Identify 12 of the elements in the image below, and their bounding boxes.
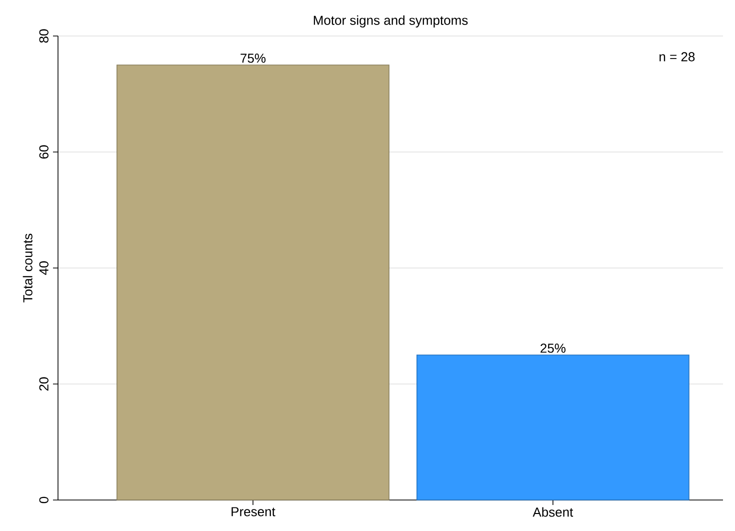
annotation: n = 28 bbox=[660, 52, 695, 62]
y-tick-label: 40 bbox=[39, 261, 48, 275]
y-axis-title: Total counts bbox=[22, 234, 32, 302]
data-label: 25% bbox=[540, 344, 566, 353]
x-tick-label: Present bbox=[232, 507, 276, 516]
y-tick-label: 20 bbox=[39, 377, 48, 391]
x-tick-label: Absent bbox=[532, 507, 574, 517]
data-label: 75% bbox=[240, 54, 266, 63]
chart-title: Motor signs and symptoms bbox=[314, 15, 468, 28]
y-tick-label: 0 bbox=[39, 496, 48, 504]
y-tick-label: 60 bbox=[39, 145, 48, 159]
y-tick-label: 80 bbox=[39, 29, 48, 43]
